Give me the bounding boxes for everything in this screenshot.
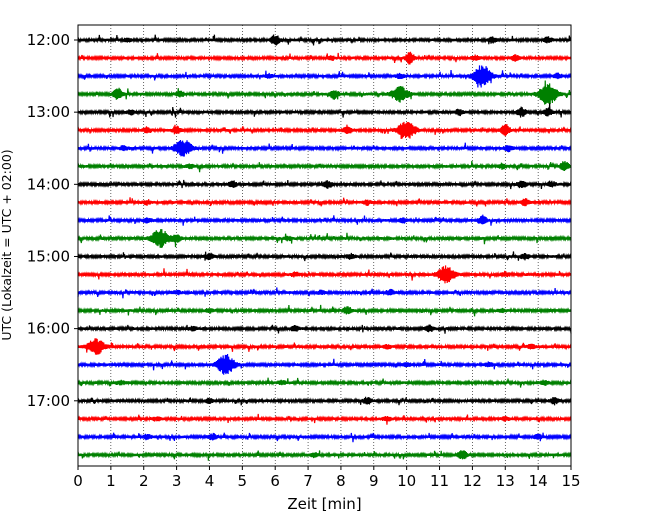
x-tick-label-12: 12 (463, 472, 482, 490)
trace-1200 (77, 34, 572, 46)
y-tick-label-2: 14:00 (27, 175, 70, 193)
trace-1415 (77, 197, 572, 207)
x-tick-label-0: 0 (73, 472, 83, 490)
trace-1730 (77, 432, 572, 443)
trace-1715 (77, 413, 572, 425)
trace-1745 (77, 450, 572, 461)
trace-1615 (77, 338, 572, 355)
x-tick-label-9: 9 (369, 472, 379, 490)
trace-1400 (77, 179, 572, 190)
y-tick-label-0: 12:00 (27, 31, 70, 49)
x-tick-label-2: 2 (139, 472, 149, 490)
trace-1545 (77, 304, 572, 317)
y-tick-label-5: 17:00 (27, 392, 70, 410)
x-tick-label-4: 4 (205, 472, 215, 490)
x-tick-label-10: 10 (397, 472, 416, 490)
x-tick-label-6: 6 (270, 472, 280, 490)
trace-1215 (77, 51, 572, 65)
x-axis-ticks: 0 1 2 3 4 5 6 7 8 9 10 11 12 13 14 15 (73, 466, 581, 490)
trace-1515 (77, 265, 572, 284)
y-axis-label: UTC (Lokalzeit = UTC + 02:00) (0, 149, 14, 340)
trace-1530 (77, 287, 572, 299)
y-tick-label-3: 15:00 (27, 247, 70, 265)
y-axis-ticks: 12:00 13:00 14:00 15:00 16:00 17:00 (27, 31, 78, 410)
trace-1315 (77, 121, 572, 140)
x-tick-label-1: 1 (106, 472, 116, 490)
trace-1330 (77, 139, 572, 157)
trace-1500 (77, 251, 572, 262)
x-tick-label-15: 15 (561, 472, 580, 490)
y-tick-label-4: 16:00 (27, 320, 70, 338)
trace-1630 (77, 354, 572, 375)
x-tick-label-7: 7 (303, 472, 313, 490)
plot-area-frame (77, 24, 572, 467)
trace-1600 (77, 324, 572, 334)
trace-1430 (77, 214, 572, 226)
x-axis-label: Zeit [min] (287, 495, 361, 513)
x-tick-label-3: 3 (172, 472, 182, 490)
trace-1300 (77, 103, 572, 118)
x-tick-label-13: 13 (496, 472, 515, 490)
seismogram-traces (77, 34, 572, 461)
x-tick-label-8: 8 (336, 472, 346, 490)
trace-1230 (77, 65, 572, 88)
x-tick-label-11: 11 (430, 472, 449, 490)
x-tick-label-5: 5 (238, 472, 248, 490)
trace-1345 (77, 160, 572, 173)
y-tick-label-1: 13:00 (27, 103, 70, 121)
trace-1245 (77, 80, 572, 105)
trace-1445 (77, 229, 572, 248)
trace-1645 (77, 377, 572, 388)
x-tick-label-14: 14 (529, 472, 548, 490)
trace-1700 (77, 396, 572, 406)
